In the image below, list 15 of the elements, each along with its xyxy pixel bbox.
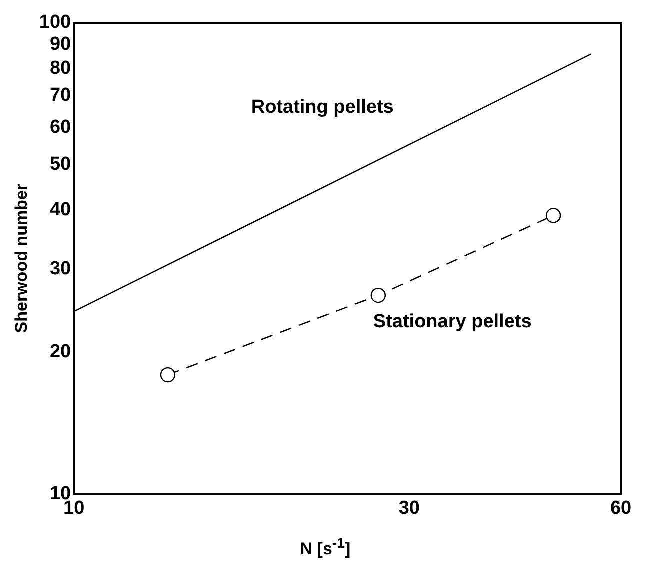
y-tick-label: 70 [50,85,72,106]
y-tick-label: 60 [50,116,72,138]
x-axis-title: N [s$^{-1}$] [299,536,352,560]
y-tick-label: 90 [50,34,72,55]
y-tick-label: 100 [39,12,72,34]
y-tick-label: 40 [50,200,72,221]
y-tick-label: 80 [50,58,72,79]
y-tick-label: 50 [50,154,72,176]
x-tick-label: 60 [610,498,632,519]
series-label: Stationary pellets [373,312,532,333]
x-tick-label: 30 [398,498,420,519]
y-tick-label: 30 [50,258,72,280]
y-tick-label: 20 [50,342,72,363]
series-label: Rotating pellets [251,97,394,118]
y-axis-title: Sherwood number [12,184,31,334]
